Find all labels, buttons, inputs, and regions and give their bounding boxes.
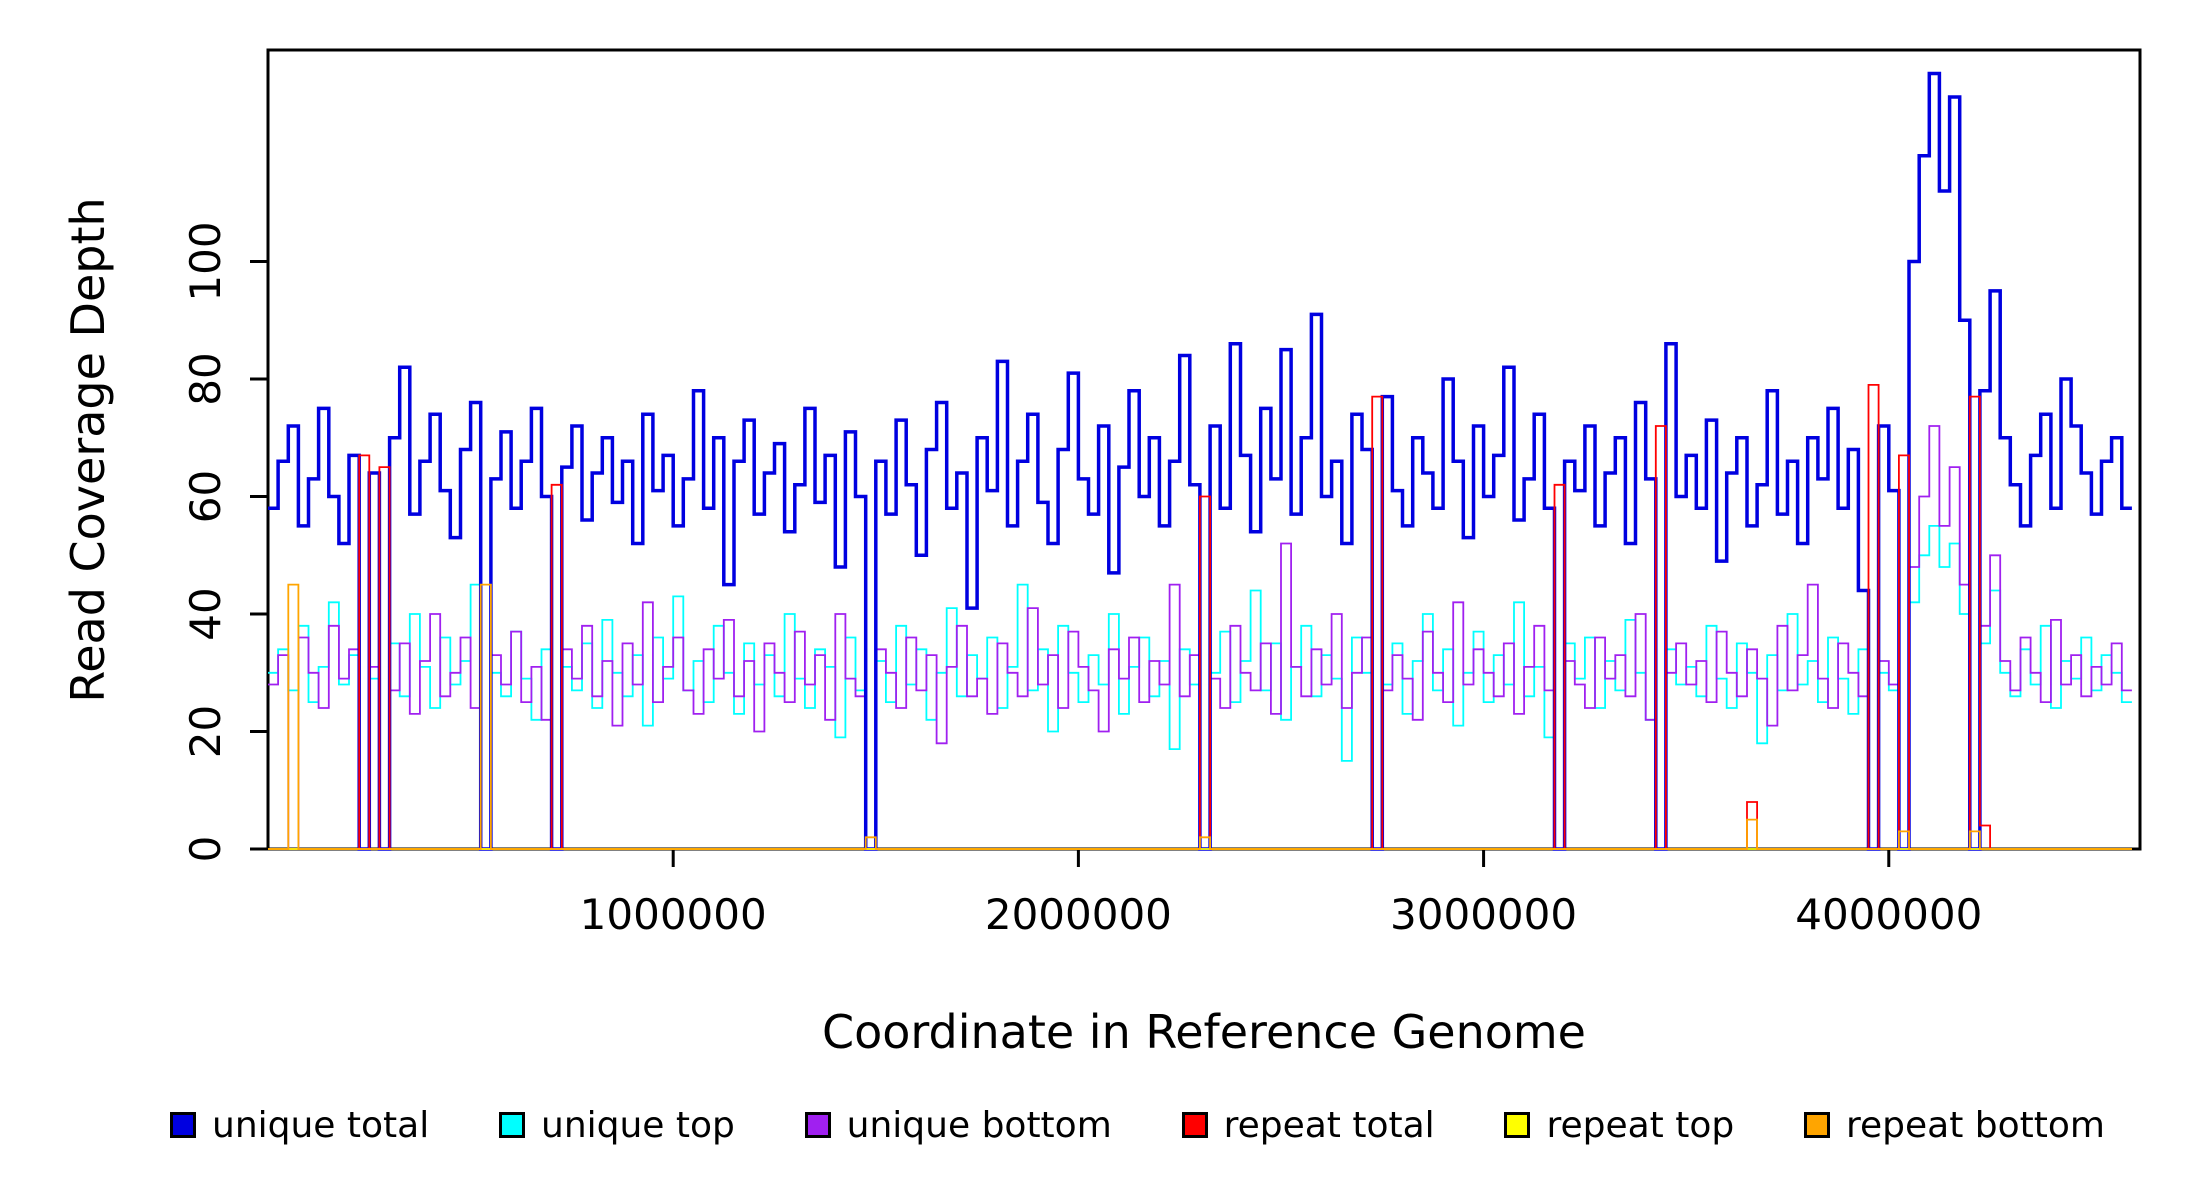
legend-label: unique bottom [846,1104,1112,1146]
legend-item-repeat-total: repeat total [1181,1104,1435,1146]
y-tick-label: 60 [181,470,230,523]
x-axis-label: Coordinate in Reference Genome [822,1005,1586,1059]
legend-item-unique-total: unique total [170,1105,429,1146]
x-tick-label: 1000000 [580,890,767,939]
y-tick-label: 80 [181,352,230,405]
y-tick-label: 20 [181,705,230,758]
legend-label: unique total [212,1104,430,1146]
y-tick-label: 40 [181,587,230,640]
legend-item-unique-top: unique top [499,1105,735,1146]
x-tick-label: 3000000 [1390,890,1577,939]
legend-swatch-repeat-total [1181,1112,1208,1138]
legend-swatch-unique-top [499,1112,525,1138]
y-tick-label: 0 [181,836,230,863]
legend-swatch-unique-bottom [804,1112,831,1138]
legend-item-repeat-top: repeat top [1504,1105,1734,1146]
legend-label: unique top [541,1104,735,1146]
legend: unique total unique top unique bottom repea… [170,1090,2105,1160]
legend-swatch-unique-total [170,1112,196,1138]
legend-label: repeat total [1223,1104,1435,1146]
legend-item-repeat-bottom: repeat bottom [1804,1105,2105,1146]
legend-swatch-repeat-top [1504,1112,1531,1138]
x-tick-label: 4000000 [1795,890,1982,939]
legend-item-unique-bottom: unique bottom [804,1104,1112,1146]
series-repeat-bottom-line [268,583,2132,850]
y-axis-label: Read Coverage Depth [61,197,115,703]
legend-label: repeat top [1546,1104,1735,1146]
legend-swatch-repeat-bottom [1804,1112,1831,1138]
legend-label: repeat bottom [1846,1104,2105,1146]
y-tick-label: 100 [181,221,230,301]
x-tick-label: 2000000 [985,890,1172,939]
series-repeat-total-line [268,384,2132,850]
